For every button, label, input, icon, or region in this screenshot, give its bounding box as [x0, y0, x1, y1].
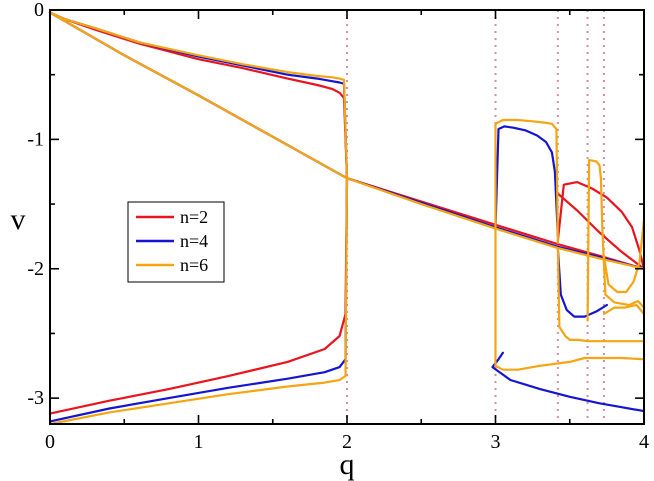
- y-tick-label: -2: [27, 258, 44, 280]
- series-n6-line-7: [602, 303, 646, 316]
- series-n4-line-2: [48, 177, 349, 423]
- legend: n=2 n=4 n=6: [127, 201, 225, 283]
- legend-label: n=2: [180, 207, 208, 227]
- x-tick-label: 2: [342, 431, 352, 453]
- series-n2-line-4: [556, 192, 646, 270]
- x-tick-label: 4: [639, 431, 649, 453]
- x-axis-title: q: [340, 448, 355, 481]
- y-tick-label: -3: [27, 387, 44, 409]
- series-n6-line-2: [48, 177, 349, 426]
- series-n4-line-3: [494, 125, 559, 238]
- y-tick-label: 0: [34, 0, 44, 21]
- axis-ticks: [49, 9, 645, 424]
- series-layer: [48, 11, 646, 426]
- series-n4-line-5: [556, 248, 608, 318]
- series-n6-line-4: [494, 356, 646, 371]
- x-tick-label: 0: [45, 431, 55, 453]
- series-n6-line-8: [602, 218, 646, 294]
- series-n6-line-0: [48, 11, 349, 180]
- series-n6-line-3: [494, 118, 559, 367]
- y-tick-label: -1: [27, 128, 44, 150]
- axis-tick-labels: 0 1 2 3 4 0 -1 -2 -3: [27, 0, 649, 453]
- legend-label: n=6: [180, 255, 208, 275]
- x-tick-label: 1: [194, 431, 204, 453]
- x-tick-label: 3: [491, 431, 501, 453]
- series-n6-line-5: [556, 248, 646, 343]
- legend-label: n=4: [180, 231, 208, 251]
- series-n2-line-3: [556, 181, 646, 270]
- series-n6-line-1: [48, 11, 646, 270]
- series-n2-line-2: [48, 177, 349, 415]
- y-axis-title: v: [11, 203, 26, 236]
- series-n6-line-6: [586, 159, 646, 322]
